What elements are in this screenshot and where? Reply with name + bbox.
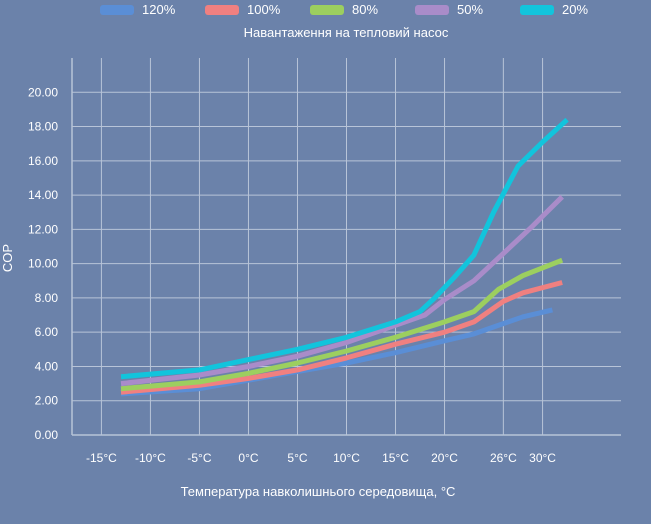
y-tick-label: 6.00 (35, 325, 59, 339)
chart-title: Навантаження на тепловий насос (244, 25, 449, 40)
x-tick-label: 5°C (287, 451, 307, 465)
legend-label: 20% (562, 2, 588, 17)
y-tick-label: 14.00 (28, 188, 58, 202)
legend-swatch (100, 5, 134, 15)
series-line-2 (120, 257, 564, 392)
legend-swatch (520, 5, 554, 15)
legend-swatch (205, 5, 239, 15)
axes: -15°C -10°C -5°C 0°C 5°C 10°C 15°C 20°C 26°C 30°C… (28, 58, 621, 465)
x-tick-label: 15°C (382, 451, 409, 465)
legend-label: 80% (352, 2, 378, 17)
x-tick-label: -15°C (86, 451, 117, 465)
x-tick-label: -10°C (135, 451, 166, 465)
legend: 120% 100% 80% 50% 20% (100, 2, 588, 17)
x-tick-label: 0°C (238, 451, 258, 465)
y-tick-label: 10.00 (28, 257, 58, 271)
y-tick-label: 8.00 (35, 291, 59, 305)
x-axis-label: Температура навколишнього середовища, °C (181, 484, 456, 499)
x-tick-label: 10°C (333, 451, 360, 465)
legend-label: 120% (142, 2, 176, 17)
x-tick-label: 30°C (529, 451, 556, 465)
y-tick-label: 4.00 (35, 359, 59, 373)
series-line-4 (120, 117, 569, 380)
y-axis-label: COP (0, 244, 15, 272)
legend-label: 50% (457, 2, 483, 17)
legend-swatch (415, 5, 449, 15)
series-group (120, 117, 569, 397)
series-line-3 (120, 195, 564, 387)
y-tick-label: 16.00 (28, 154, 58, 168)
y-tick-label: 0.00 (35, 428, 59, 442)
series-line-1 (120, 280, 563, 395)
y-tick-label: 18.00 (28, 120, 58, 134)
x-tick-label: 26°C (490, 451, 517, 465)
y-tick-label: 12.00 (28, 222, 58, 236)
x-tick-label: -5°C (187, 451, 211, 465)
y-tick-label: 2.00 (35, 394, 59, 408)
x-tick-label: 20°C (431, 451, 458, 465)
legend-swatch (310, 5, 344, 15)
legend-label: 100% (247, 2, 281, 17)
y-tick-label: 20.00 (28, 85, 58, 99)
